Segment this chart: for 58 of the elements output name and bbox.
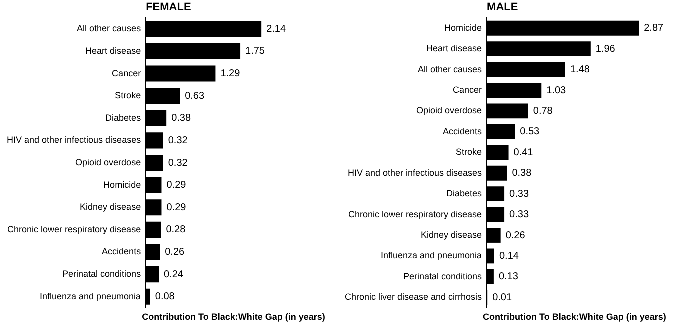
- data-label: 0.33: [510, 188, 530, 200]
- data-label: 0.14: [499, 250, 520, 262]
- data-label: 2.14: [266, 24, 286, 35]
- y-tick-label: Perinatal conditions: [403, 271, 483, 282]
- data-label: 1.03: [546, 85, 567, 96]
- data-label: 1.29: [220, 68, 241, 80]
- data-label: 0.26: [506, 230, 526, 242]
- y-tick-label: Diabetes: [106, 112, 142, 123]
- data-label: 0.32: [168, 158, 188, 169]
- chart-title: FEMALE: [146, 2, 192, 14]
- data-label: 0.38: [512, 168, 532, 180]
- y-tick-label: Homicide: [444, 22, 482, 33]
- y-tick-label: Heart disease: [86, 46, 142, 56]
- y-tick-label: Accidents: [443, 126, 483, 136]
- data-label: 1.48: [570, 64, 590, 76]
- y-tick-label: Stroke: [456, 147, 482, 158]
- data-label: 0.08: [155, 292, 176, 303]
- chart-title: MALE: [487, 2, 518, 14]
- data-label: 0.32: [168, 135, 188, 146]
- y-tick-label: Kidney disease: [80, 202, 142, 212]
- x-axis-title: Contribution To Black:White Gap (in years): [142, 312, 326, 322]
- y-tick-label: Kidney disease: [421, 230, 482, 240]
- data-label: 0.26: [165, 246, 186, 258]
- data-label: 0.63: [185, 90, 205, 102]
- y-tick-label: Homicide: [104, 180, 142, 190]
- y-tick-label: Accidents: [102, 246, 142, 257]
- y-tick-label: Influenza and pneumonia: [40, 291, 142, 302]
- y-tick-label: Opioid overdose: [416, 106, 482, 116]
- data-label: 0.24: [164, 269, 184, 280]
- y-tick-label: Influenza and pneumonia: [380, 250, 482, 261]
- x-axis-title: Contribution To Black:White Gap (in years): [483, 312, 666, 322]
- data-label: 0.53: [520, 126, 540, 138]
- data-label: 0.29: [166, 180, 187, 192]
- data-label: 0.33: [510, 210, 530, 221]
- y-tick-label: All other causes: [418, 64, 483, 74]
- data-label: 0.38: [172, 113, 192, 124]
- data-label: 1.75: [246, 46, 266, 58]
- y-tick-label: Perinatal conditions: [62, 269, 142, 280]
- y-tick-label: Chronic lower respiratory disease: [8, 224, 142, 234]
- y-tick-label: HIV and other infectious diseases: [7, 135, 142, 146]
- y-tick-label: Diabetes: [446, 188, 483, 199]
- data-label: 0.28: [166, 224, 186, 236]
- data-label: 2.87: [644, 23, 664, 34]
- y-tick-label: Cancer: [112, 68, 142, 78]
- y-tick-label: Opioid overdose: [76, 157, 142, 168]
- y-tick-label: HIV and other infectious diseases: [348, 168, 483, 178]
- data-label: 0.78: [533, 106, 554, 117]
- data-label: 1.96: [596, 44, 616, 55]
- y-tick-label: Stroke: [115, 90, 142, 101]
- y-tick-label: Cancer: [453, 84, 482, 95]
- data-label: 0.01: [492, 292, 512, 304]
- y-tick-label: Heart disease: [426, 44, 482, 54]
- y-tick-label: Chronic liver disease and cirrhosis: [344, 292, 483, 302]
- data-label: 0.29: [166, 202, 187, 214]
- data-label: 0.41: [514, 147, 534, 158]
- data-label: 0.13: [498, 272, 519, 283]
- y-tick-label: Chronic lower respiratory disease: [348, 209, 482, 220]
- y-tick-label: All other causes: [77, 24, 142, 34]
